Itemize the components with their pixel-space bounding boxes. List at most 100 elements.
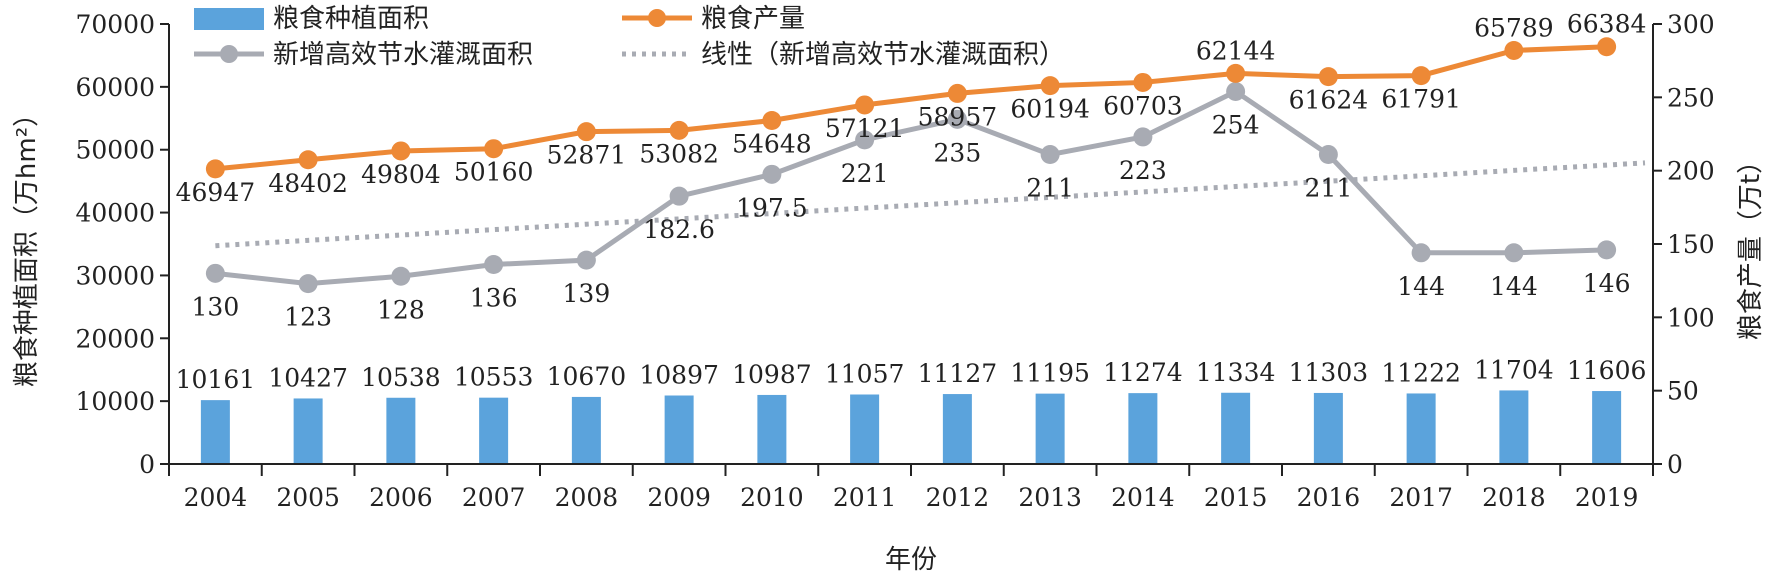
legend-marker-production (648, 9, 666, 27)
production-point (1040, 76, 1060, 96)
legend-label-irrigation: 新增高效节水灌溉面积 (273, 40, 533, 70)
bar (1221, 392, 1251, 464)
bar (1499, 390, 1529, 464)
legend-item-trendline: 线性（新增高效节水灌溉面积） (622, 40, 1065, 70)
irrigation-data-label: 144 (1490, 272, 1538, 301)
production-point (1597, 37, 1617, 57)
bar-data-label: 11195 (1010, 359, 1090, 388)
production-data-label: 48402 (268, 169, 348, 198)
production-point (1226, 63, 1246, 83)
y-right-tick-label: 300 (1667, 10, 1715, 39)
irrigation-data-label: 123 (284, 303, 332, 332)
bar-data-label: 11222 (1381, 358, 1461, 387)
bar-data-label: 10897 (639, 361, 719, 390)
y-axis-title-right: 粮食产量（万t） (1736, 148, 1766, 340)
irrigation-data-label: 211 (1026, 174, 1074, 203)
y-right-tick-label: 100 (1667, 303, 1715, 332)
y-left-tick-label: 30000 (75, 261, 155, 290)
x-tick-label: 2011 (833, 483, 897, 512)
irrigation-data-label: 182.6 (643, 215, 715, 244)
irrigation-point (947, 109, 967, 129)
legend-item-area: 粮食种植面积 (194, 4, 429, 34)
legend-label-production: 粮食产量 (701, 4, 805, 34)
bar-data-label: 11334 (1196, 358, 1276, 387)
x-tick-label: 2014 (1111, 483, 1175, 512)
x-tick-label: 2013 (1018, 483, 1082, 512)
trendline-group (215, 160, 1646, 249)
bar (942, 394, 972, 464)
production-point (855, 95, 875, 115)
legend-marker-irrigation (220, 45, 238, 63)
irrigation-point (576, 250, 596, 270)
x-tick-label: 2012 (926, 483, 990, 512)
bar-data-label: 11303 (1289, 358, 1369, 387)
production-data-label: 53082 (639, 139, 719, 168)
irrigation-data-label: 136 (470, 284, 518, 313)
bar (1313, 392, 1343, 464)
bar (293, 398, 323, 464)
bar-data-label: 10553 (454, 363, 534, 392)
y-left-tick-label: 50000 (75, 136, 155, 165)
production-point (1318, 67, 1338, 87)
x-tick-label: 2018 (1482, 483, 1546, 512)
y-left-tick-label: 20000 (75, 324, 155, 353)
bar (664, 395, 694, 464)
production-point (1411, 66, 1431, 86)
production-data-label: 57121 (825, 114, 905, 143)
irrigation-data-label: 144 (1397, 272, 1445, 301)
production-point (1133, 72, 1153, 92)
irrigation-point (484, 255, 504, 275)
production-point (762, 110, 782, 130)
irrigation-point (298, 274, 318, 294)
bar-data-label: 10670 (547, 362, 627, 391)
legend-swatch-area (194, 8, 264, 30)
y-left-tick-label: 0 (139, 450, 155, 479)
x-tick-label: 2004 (184, 483, 248, 512)
bar-data-label: 10987 (732, 360, 812, 389)
irrigation-point (1133, 127, 1153, 147)
x-tick-label: 2010 (740, 483, 804, 512)
x-tick-label: 2015 (1204, 483, 1268, 512)
bar-data-label: 10538 (361, 363, 441, 392)
bar (200, 400, 230, 464)
production-data-label: 52871 (547, 141, 627, 170)
irrigation-point (1597, 240, 1617, 260)
bar (386, 397, 416, 464)
bar-data-label: 11057 (825, 359, 905, 388)
production-point (576, 122, 596, 142)
x-tick-label: 2005 (276, 483, 340, 512)
legend-item-production: 粮食产量 (622, 4, 805, 34)
y-right-tick-label: 250 (1667, 83, 1715, 112)
y-right-tick-label: 50 (1667, 377, 1699, 406)
irrigation-point (1318, 145, 1338, 165)
irrigation-data-label: 197.5 (736, 193, 808, 222)
production-point (484, 139, 504, 159)
irrigation-data-label: 221 (841, 159, 889, 188)
y-left-tick-label: 60000 (75, 73, 155, 102)
production-data-label: 58957 (918, 102, 998, 131)
irrigation-point (205, 263, 225, 283)
irrigation-data-label: 254 (1212, 110, 1260, 139)
irrigation-point (762, 164, 782, 184)
y-right-tick-label: 150 (1667, 230, 1715, 259)
irrigation-point (855, 130, 875, 150)
production-data-label: 49804 (361, 160, 441, 189)
y-left-tick-label: 70000 (75, 10, 155, 39)
irrigation-point (1411, 243, 1431, 263)
irrigation-data-label: 130 (192, 292, 240, 321)
bar-data-label: 10427 (268, 363, 348, 392)
y-axis-title-left: 粮食种植面积（万hm²） (12, 101, 42, 387)
x-tick-label: 2008 (555, 483, 619, 512)
bar (1128, 393, 1158, 464)
bar (1406, 393, 1436, 464)
production-point (1504, 40, 1524, 60)
production-data-label: 60703 (1103, 91, 1183, 120)
x-tick-label: 2007 (462, 483, 526, 512)
x-tick-label: 2019 (1575, 483, 1639, 512)
bar (479, 397, 509, 464)
y-left-tick-label: 10000 (75, 387, 155, 416)
x-axis-title: 年份 (885, 545, 937, 575)
x-tick-label: 2017 (1389, 483, 1453, 512)
production-data-label: 60194 (1010, 95, 1090, 124)
